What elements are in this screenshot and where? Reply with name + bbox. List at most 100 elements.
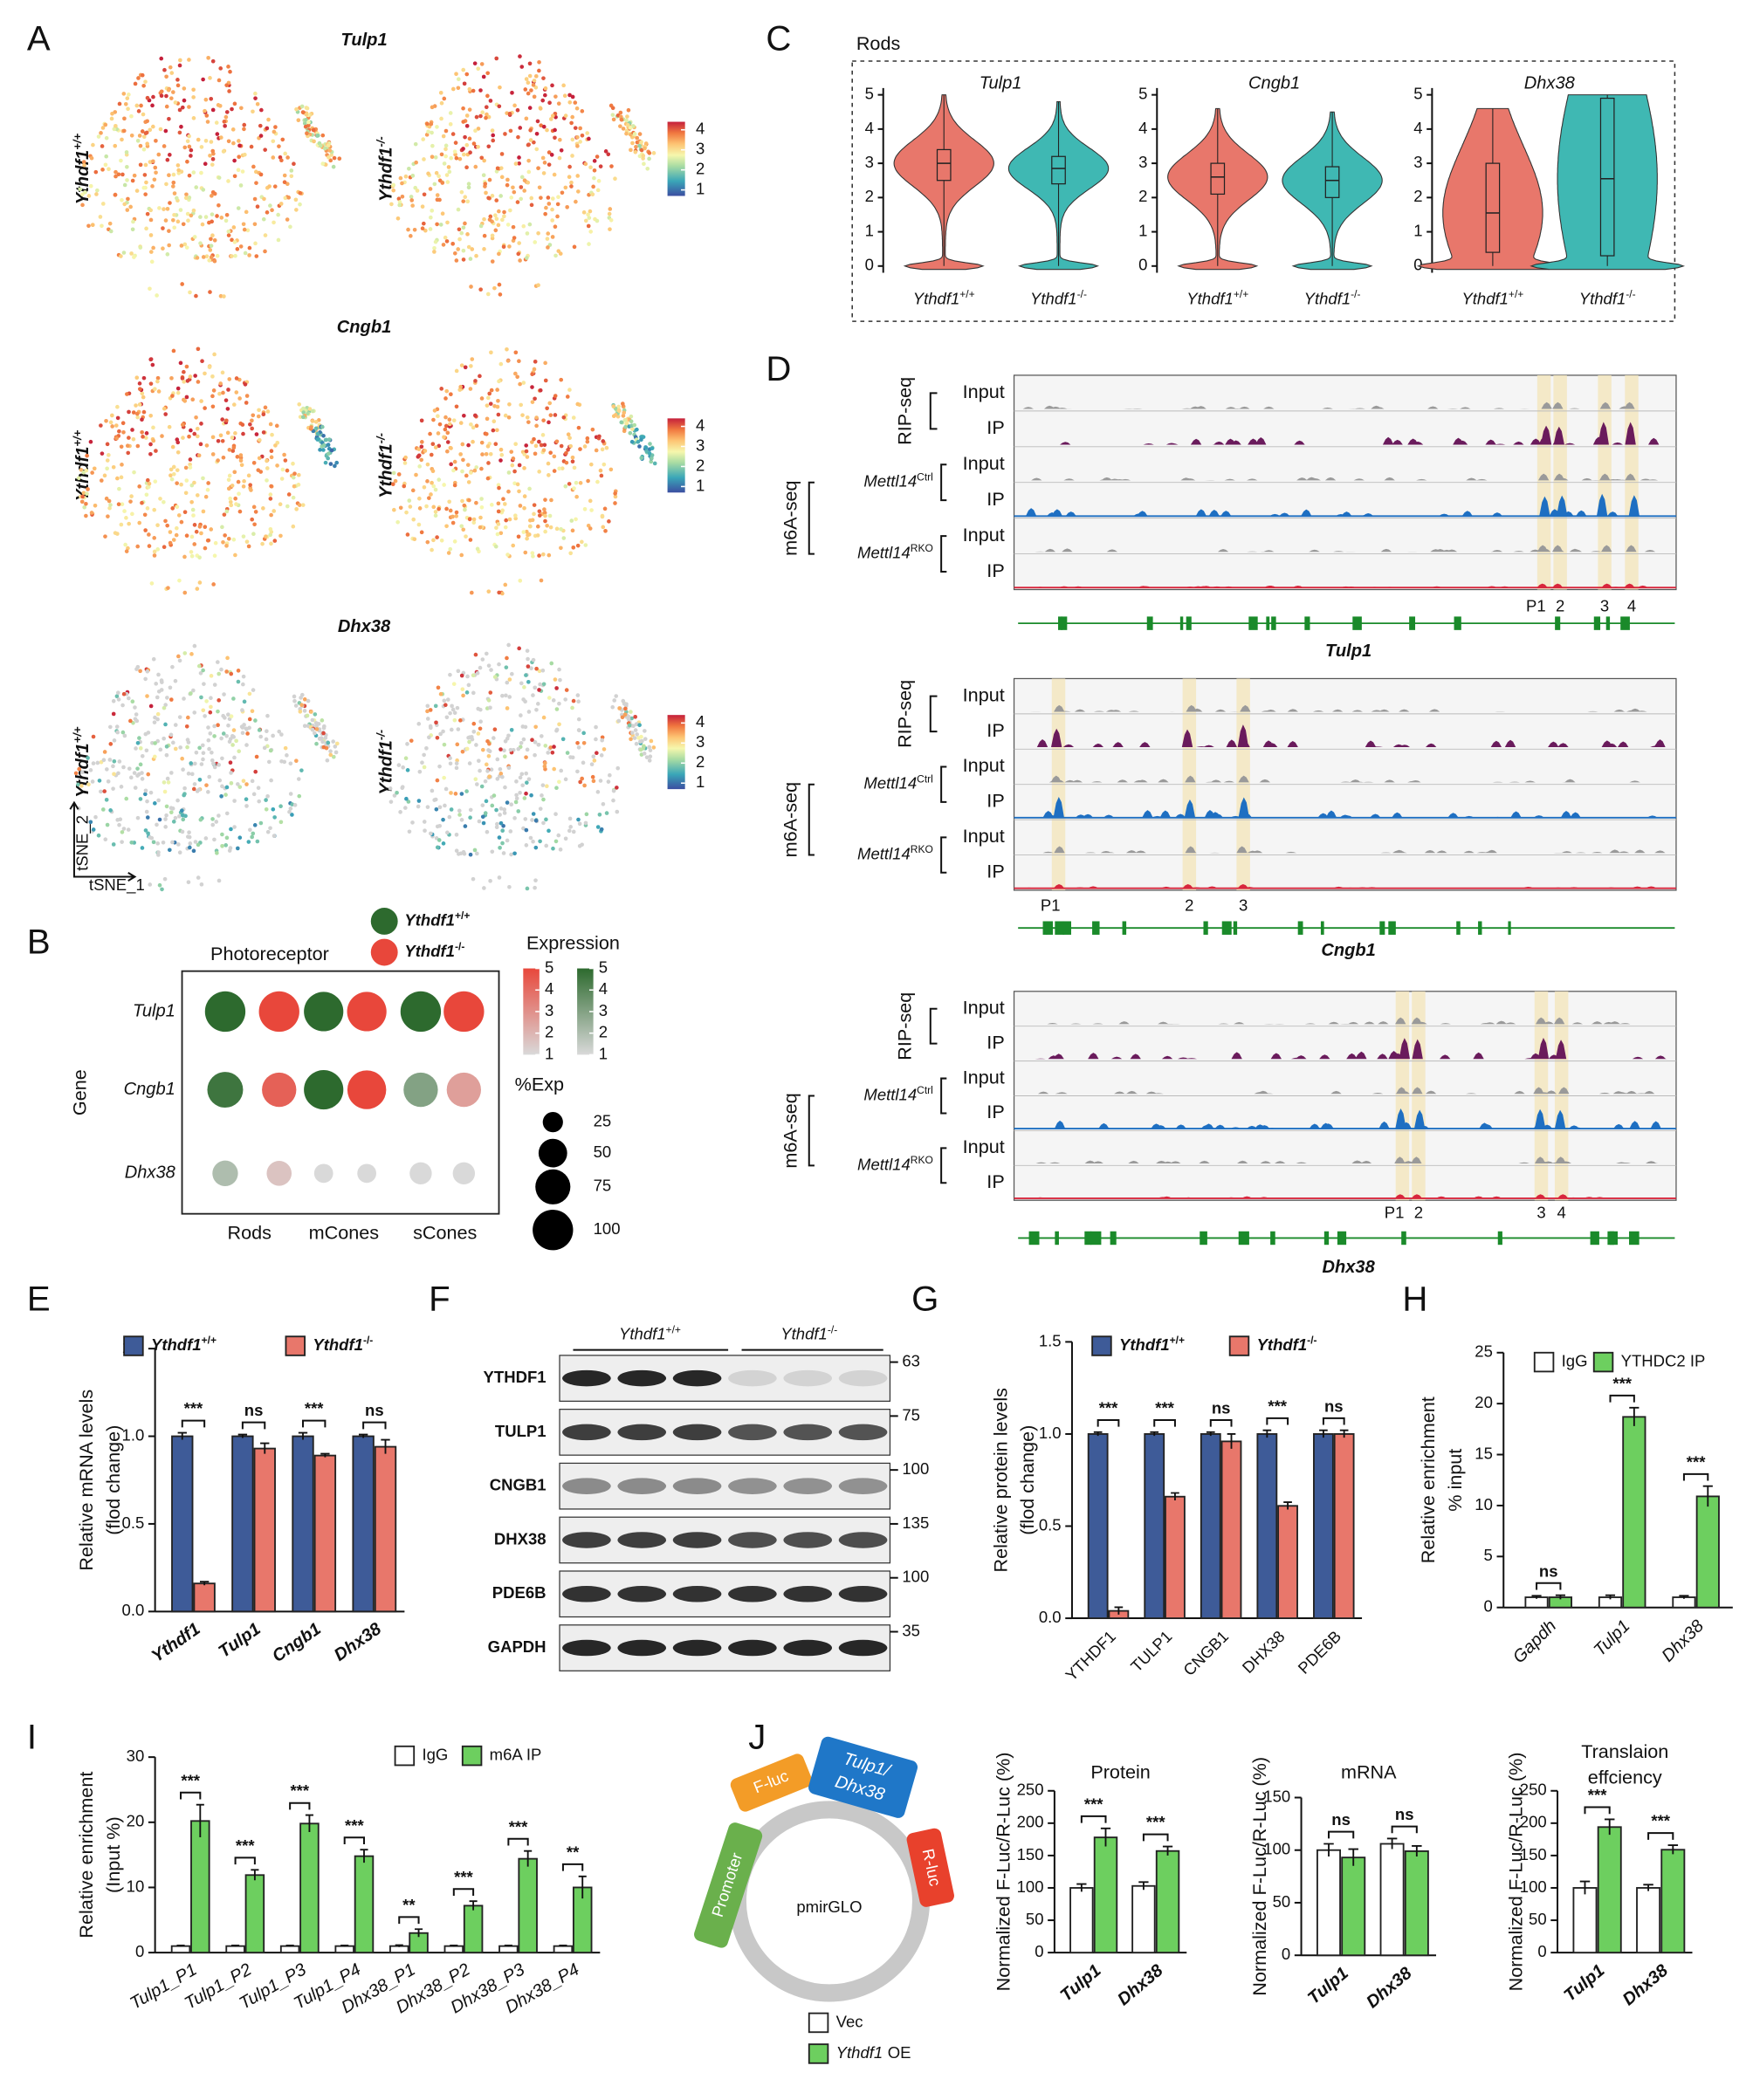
- cell-dot: [613, 491, 617, 496]
- cell-dot: [391, 470, 396, 476]
- bar: [1144, 1433, 1165, 1619]
- cell-dot: [516, 809, 521, 813]
- cell-dot: [500, 508, 505, 513]
- error-bar: [1150, 1431, 1159, 1437]
- cell-dot: [187, 105, 191, 109]
- cell-dot: [195, 434, 200, 439]
- cell-dot: [484, 762, 489, 767]
- cell-dot: [306, 411, 310, 415]
- cell-dot: [647, 758, 652, 763]
- significance-label: ***: [1268, 1397, 1287, 1415]
- cell-dot: [134, 712, 139, 717]
- cell-dot: [484, 431, 489, 436]
- cell-dot: [581, 760, 586, 765]
- cell-dot: [204, 113, 210, 118]
- cell-dot: [143, 436, 148, 440]
- cell-dot: [145, 506, 150, 511]
- cell-dot: [571, 546, 576, 550]
- cell-dot: [494, 807, 498, 813]
- cell-dot: [265, 829, 271, 834]
- cell-dot: [270, 432, 274, 437]
- cell-dot: [269, 512, 273, 518]
- cell-dot: [184, 395, 189, 400]
- bar: [498, 1945, 519, 1954]
- cell-dot: [179, 482, 183, 487]
- violin-box: [936, 148, 952, 182]
- cell-dot: [467, 517, 472, 522]
- track-signal: [1048, 775, 1655, 783]
- cell-dot: [184, 478, 189, 483]
- track-signal: [1042, 846, 1666, 854]
- cell-dot: [454, 514, 459, 518]
- cell-dot: [573, 126, 578, 130]
- cell-dot: [433, 510, 438, 514]
- significance-label: ***: [1084, 1795, 1103, 1813]
- cell-dot: [546, 461, 551, 466]
- error-bar: [1643, 1884, 1653, 1891]
- cell-dot: [512, 816, 517, 820]
- cell-dot: [479, 440, 485, 445]
- cell-dot: [176, 171, 182, 175]
- cell-dot: [110, 424, 114, 429]
- cell-dot: [224, 835, 230, 841]
- cell-dot: [422, 484, 427, 490]
- cell-dot: [251, 792, 257, 797]
- cell-dot: [171, 464, 176, 470]
- y-tick-label: 100: [1263, 1840, 1290, 1858]
- error-bar: [1262, 1429, 1272, 1438]
- cell-dot: [474, 465, 479, 470]
- cell-dot: [540, 433, 546, 437]
- cell-dot: [505, 706, 510, 710]
- peak-label: 3: [1239, 896, 1248, 914]
- cell-dot: [265, 466, 270, 470]
- cell-dot: [222, 120, 227, 124]
- cell-dot: [167, 848, 172, 853]
- cell-dot: [643, 729, 647, 733]
- cell-dot: [166, 586, 170, 590]
- cell-dot: [228, 499, 233, 504]
- bar: [1087, 1433, 1109, 1619]
- cell-dot: [124, 516, 128, 520]
- cell-dot: [423, 228, 428, 233]
- cell-dot: [272, 509, 277, 513]
- cell-dot: [271, 806, 276, 812]
- cell-dot: [99, 423, 103, 428]
- blot-band: [617, 1585, 667, 1602]
- cell-dot: [407, 166, 411, 171]
- cell-dot: [428, 431, 432, 436]
- track-row-label: IP: [986, 416, 1004, 438]
- cell-dot: [217, 202, 221, 208]
- condition-label-main: Mettl14: [863, 1085, 917, 1103]
- cell-dot: [434, 170, 439, 175]
- cell-dot: [553, 127, 557, 133]
- cell-dot: [461, 120, 466, 124]
- cell-dot: [196, 875, 201, 880]
- cell-dot: [519, 65, 525, 69]
- cell-dot: [495, 532, 500, 537]
- cell-dot: [583, 161, 588, 167]
- cell-dot: [159, 688, 164, 692]
- error-bar: [1283, 1501, 1292, 1510]
- cell-dot: [102, 750, 107, 754]
- cell-dot: [537, 509, 542, 514]
- cell-dot: [244, 539, 250, 544]
- cell-dot: [139, 103, 143, 108]
- cell-dot: [547, 150, 552, 154]
- cell-dot: [212, 724, 217, 729]
- cell-dot: [128, 718, 133, 724]
- cell-dot: [563, 836, 568, 841]
- cell-dot: [400, 194, 405, 199]
- cell-dot: [168, 467, 174, 472]
- cell-dot: [125, 178, 129, 182]
- gene-exon: [1388, 921, 1396, 935]
- cell-dot: [220, 832, 224, 837]
- cell-dot: [537, 669, 542, 674]
- cell-dot: [478, 719, 483, 724]
- cell-dot: [243, 250, 248, 256]
- cell-dot: [535, 533, 540, 538]
- cell-dot: [452, 539, 457, 544]
- bar: [190, 1820, 210, 1954]
- cell-dot: [635, 732, 639, 737]
- cell-dot: [320, 161, 326, 166]
- significance-bracket: [180, 1791, 202, 1800]
